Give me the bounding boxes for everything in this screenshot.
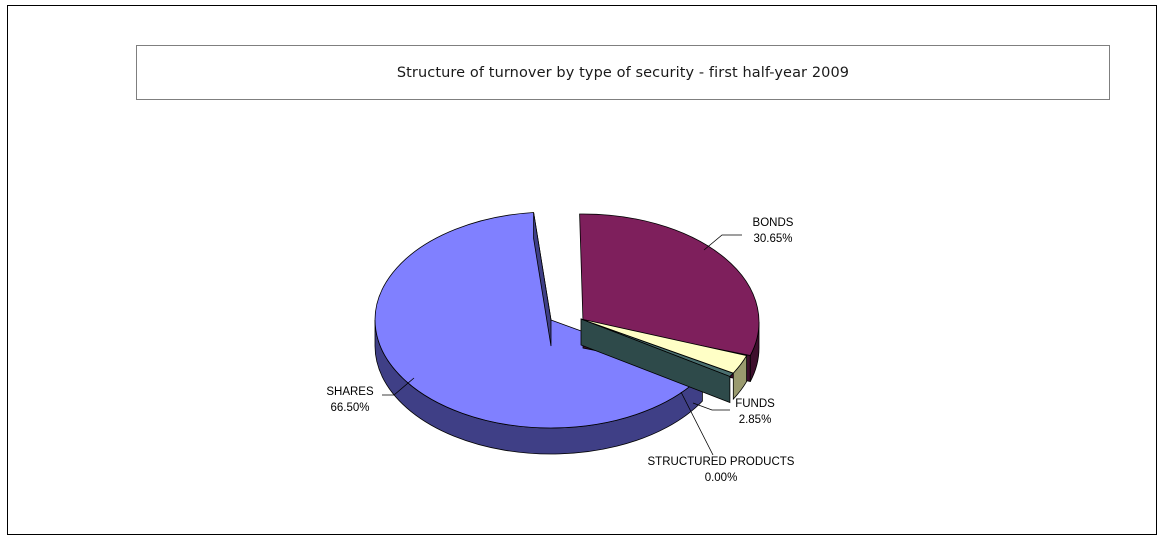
slice-group-shares (374, 212, 704, 455)
label-structured-products-name: STRUCTURED PRODUCTS (648, 456, 795, 468)
pie-slice-bonds (579, 213, 760, 356)
leader-line-structured-products (680, 391, 714, 456)
label-shares-value: 66.50% (330, 402, 369, 414)
label-funds-name: FUNDS (735, 398, 775, 410)
chart-title: Structure of turnover by type of securit… (396, 64, 850, 81)
label-bonds-value: 30.65% (753, 233, 792, 245)
pie-wall-structured-products (580, 318, 731, 404)
label-funds-value: 2.85% (739, 414, 772, 426)
chart-title-box: Structure of turnover by type of securit… (136, 45, 1110, 100)
label-structured-products-value: 0.00% (705, 472, 738, 484)
pie-slice-funds (580, 318, 748, 374)
label-shares-name: SHARES (326, 386, 374, 398)
leader-line-funds (692, 402, 730, 411)
pie-wall-shares (533, 212, 552, 347)
leader-line-bonds (703, 234, 742, 251)
pie-slice-shares (374, 212, 704, 429)
label-bonds-name: BONDS (753, 217, 794, 229)
leader-line-shares (382, 377, 415, 396)
slice-group-funds (580, 318, 748, 401)
